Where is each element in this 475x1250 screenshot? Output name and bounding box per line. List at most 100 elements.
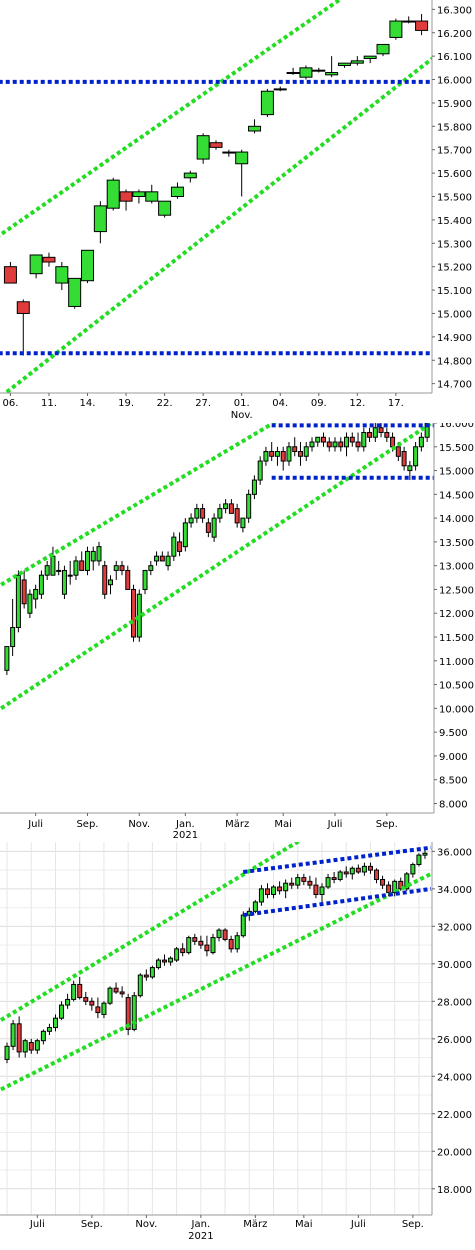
candle-body-down xyxy=(77,983,83,999)
candle xyxy=(269,442,275,462)
candle-body-up xyxy=(4,1045,10,1060)
candle-body-down xyxy=(16,301,30,314)
candle xyxy=(171,532,177,561)
x-tick-sublabel: 2021 xyxy=(173,830,198,840)
candle-body-up xyxy=(248,125,262,132)
x-tick-label: Jan. xyxy=(191,1219,211,1230)
y-tick-label: 34.000 xyxy=(437,885,472,896)
candle xyxy=(378,423,384,438)
candle xyxy=(260,88,274,117)
x-tick-label: Juli xyxy=(327,819,343,830)
candle xyxy=(309,437,315,452)
candle-body-up xyxy=(73,560,79,576)
y-tick-label: 30.000 xyxy=(437,960,472,971)
candle xyxy=(55,262,69,291)
candle xyxy=(131,991,137,1032)
candle xyxy=(108,575,113,595)
candle xyxy=(180,943,186,957)
candle xyxy=(89,997,95,1011)
candle-body-down xyxy=(386,884,392,894)
y-tick-label: 14.500 xyxy=(439,490,474,501)
candle-body-up xyxy=(196,135,210,160)
candle xyxy=(119,560,125,576)
candle-body-down xyxy=(378,427,384,434)
candle-body-up xyxy=(344,436,350,448)
candle xyxy=(235,149,249,197)
candle xyxy=(326,437,332,452)
y-tick-label: 15.800 xyxy=(437,122,472,133)
y-tick-label: 16.000 xyxy=(437,76,472,87)
candle-body-up xyxy=(332,441,338,448)
candle xyxy=(303,442,309,462)
candle xyxy=(194,503,200,523)
chart-panel-weekly-grid: 18.000 20.000 22.000 24.000 26.000 28.000 30.0… xyxy=(0,842,475,1250)
candle-body-up xyxy=(217,508,223,519)
candle xyxy=(113,982,119,994)
candle-body-up xyxy=(171,536,177,557)
candle-body-down xyxy=(355,441,361,448)
candle xyxy=(297,442,303,466)
y-tick-label: 26.000 xyxy=(437,1035,472,1046)
candle-body-up xyxy=(418,436,424,448)
candle xyxy=(257,456,263,485)
trend-channel-line xyxy=(0,872,432,1092)
candle xyxy=(211,513,217,542)
candle xyxy=(16,1016,22,1058)
y-tick-label: 15.000 xyxy=(437,309,472,320)
candle xyxy=(234,503,240,528)
candle-body-up xyxy=(283,882,289,892)
candlestick-chart-weekly-grid: 18.000 20.000 22.000 24.000 26.000 28.000 30.0… xyxy=(0,842,472,1242)
y-tick-label: 32.000 xyxy=(437,922,472,933)
candle xyxy=(186,935,192,955)
candle-body-down xyxy=(228,503,234,514)
candle-body-up xyxy=(372,427,378,438)
y-tick-label: 15.900 xyxy=(437,99,472,110)
candle-body-up xyxy=(337,871,343,880)
candle-body-down xyxy=(192,937,198,942)
candle-body-up xyxy=(59,1004,65,1019)
candle-body-up xyxy=(222,151,236,154)
candle-body-down xyxy=(367,432,373,438)
x-axis-ticks: 06. 11. 14. 19. 22. 27. 01. 04. 09. 12. 17. Nov. xyxy=(2,393,404,420)
x-tick-label: Sep. xyxy=(376,819,398,830)
candle-body-up xyxy=(274,451,280,457)
candle xyxy=(3,262,17,284)
candle-body-up xyxy=(106,179,120,209)
candle xyxy=(355,432,361,452)
y-tick-label: 16.100 xyxy=(437,52,472,63)
candle-body-down xyxy=(415,20,429,31)
candle-body-up xyxy=(182,522,188,548)
y-tick-label: 22.000 xyxy=(437,1110,472,1121)
y-tick-label: 15.000 xyxy=(439,467,474,478)
candle xyxy=(283,879,289,899)
candle xyxy=(22,1038,28,1058)
candle-body-down xyxy=(159,555,165,562)
y-tick-label: 13.000 xyxy=(439,562,474,573)
candle-body-up xyxy=(38,574,44,595)
trend-lines xyxy=(0,423,434,711)
candle xyxy=(38,570,44,599)
candlestick-chart-weekly: 8.000 8.500 9.000 9.500 10.000 10.500 11.000 11… xyxy=(0,423,474,840)
candle-body-up xyxy=(223,503,229,510)
candle-body-up xyxy=(194,508,200,519)
candle-body-down xyxy=(313,884,319,895)
candle-body-up xyxy=(271,886,277,895)
candle xyxy=(33,584,39,609)
candle xyxy=(325,56,339,78)
candle xyxy=(248,119,262,134)
candle-body-up xyxy=(376,43,390,55)
candle xyxy=(95,997,101,1019)
trend-channel-line xyxy=(0,0,343,238)
candle-body-down xyxy=(395,446,401,457)
candle-body-down xyxy=(204,944,210,952)
candle-body-up xyxy=(315,436,321,443)
x-tick-label: Sep. xyxy=(81,1219,103,1230)
candle xyxy=(52,1014,58,1032)
grid xyxy=(0,842,432,1215)
candle xyxy=(228,935,234,953)
candle-body-up xyxy=(312,69,326,72)
candle-body-up xyxy=(319,886,325,895)
candle xyxy=(376,43,390,57)
y-axis-ticks: 14.700 14.800 14.900 15.000 15.100 15.200 15.3… xyxy=(432,5,472,391)
candle xyxy=(223,499,229,514)
